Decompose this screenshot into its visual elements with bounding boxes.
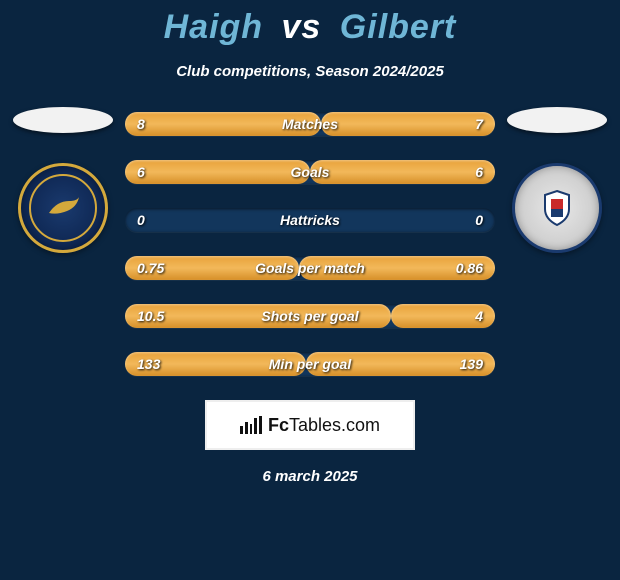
stat-value-left: 6 [137,164,145,180]
stat-value-left: 0.75 [137,260,164,276]
compare-area: 8 Matches 7 6 Goals 6 0 Hattricks 0 0.75 Goals per… [0,112,620,376]
player2-name: Gilbert [340,8,457,46]
left-club-column [8,107,118,253]
stat-value-left: 8 [137,116,145,132]
stat-label: Hattricks [280,212,340,228]
stat-value-right: 139 [460,356,483,372]
player1-name: Haigh [164,8,263,46]
brand-rest: Tables.com [289,415,380,435]
stat-row: 10.5 Shots per goal 4 [125,304,495,328]
right-club-column [502,107,612,253]
stat-label: Shots per goal [261,308,358,324]
stat-value-right: 4 [475,308,483,324]
stat-label: Goals per match [255,260,365,276]
stat-fill-left [125,160,310,184]
stat-value-right: 6 [475,164,483,180]
brand-badge[interactable]: FcTables.com [205,400,415,450]
stat-row: 8 Matches 7 [125,112,495,136]
bird-icon [43,187,83,227]
stat-label: Goals [291,164,330,180]
stat-value-right: 0.86 [456,260,483,276]
left-club-crest [18,163,108,253]
vs-text: vs [282,8,322,46]
page-title: Haigh vs Gilbert [0,8,620,47]
stat-value-left: 0 [137,212,145,228]
left-club-crest-text [43,187,83,230]
stat-row: 6 Goals 6 [125,160,495,184]
stat-value-right: 7 [475,116,483,132]
stat-fill-right [310,160,495,184]
brand-text: FcTables.com [268,415,380,436]
subtitle: Club competitions, Season 2024/2025 [0,63,620,80]
stat-label: Matches [282,116,338,132]
stat-row: 0 Hattricks 0 [125,208,495,232]
stat-value-left: 10.5 [137,308,164,324]
stat-fill-right [321,112,495,136]
stat-value-right: 0 [475,212,483,228]
right-club-crest-text [535,185,579,232]
player2-photo-placeholder [507,107,607,133]
stat-row: 133 Min per goal 139 [125,352,495,376]
shield-icon [535,185,579,229]
stat-bars: 8 Matches 7 6 Goals 6 0 Hattricks 0 0.75 Goals per… [125,112,495,376]
brand-bold: Fc [268,415,289,435]
stat-value-left: 133 [137,356,160,372]
date: 6 march 2025 [0,468,620,485]
right-club-crest [512,163,602,253]
comparison-card: Haigh vs Gilbert Club competitions, Seas… [0,0,620,485]
player1-photo-placeholder [13,107,113,133]
stat-label: Min per goal [269,356,351,372]
chart-icon [240,416,262,434]
stat-row: 0.75 Goals per match 0.86 [125,256,495,280]
